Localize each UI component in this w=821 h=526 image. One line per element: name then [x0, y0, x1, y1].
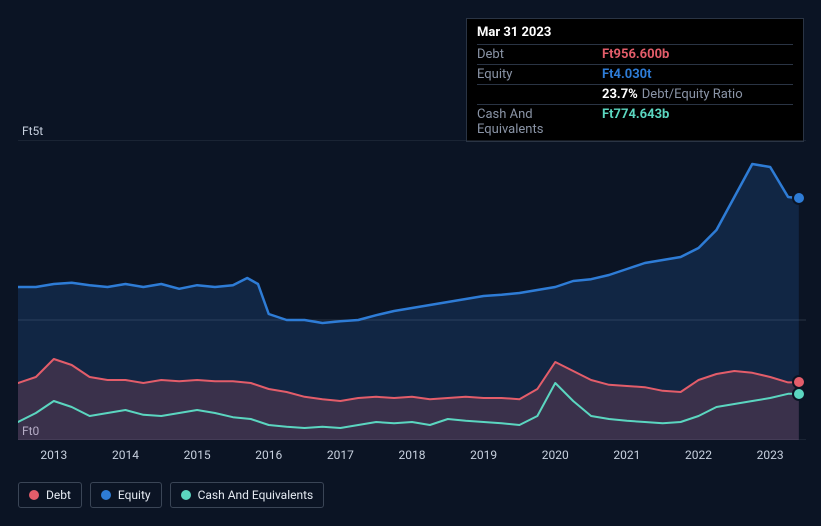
legend-dot-icon [29, 490, 39, 500]
x-axis-label: 2014 [112, 448, 139, 462]
x-axis-label: 2020 [542, 448, 569, 462]
legend-dot-icon [181, 490, 191, 500]
tooltip-value: Ft956.600b [602, 47, 669, 62]
tooltip-row: Cash And EquivalentsFt774.643b [477, 104, 793, 139]
plot-area[interactable] [18, 140, 806, 440]
legend-label: Cash And Equivalents [198, 488, 314, 502]
tooltip-value: Ft774.643b [602, 107, 669, 137]
y-axis-label: Ft5t [22, 124, 43, 138]
x-axis-label: 2015 [184, 448, 211, 462]
legend-label: Equity [118, 488, 151, 502]
x-axis-label: 2023 [757, 448, 784, 462]
legend-item-debt[interactable]: Debt [18, 482, 82, 508]
tooltip-row: EquityFt4.030t [477, 64, 793, 84]
legend: Debt Equity Cash And Equivalents [18, 482, 324, 508]
x-axis: 2013 2014 2015 2016 2017 2018 2019 2020 2021 2022… [18, 448, 809, 468]
x-axis-label: 2018 [399, 448, 426, 462]
tooltip-label: Equity [477, 67, 602, 82]
x-axis-label: 2021 [613, 448, 640, 462]
x-axis-label: 2013 [40, 448, 67, 462]
tooltip-value: Ft4.030t [602, 67, 652, 82]
tooltip-row: DebtFt956.600b [477, 44, 793, 64]
legend-dot-icon [101, 490, 111, 500]
x-axis-label: 2022 [685, 448, 712, 462]
tooltip-date: Mar 31 2023 [477, 25, 793, 44]
tooltip-label: Debt [477, 47, 602, 62]
legend-label: Debt [46, 488, 71, 502]
tooltip-value: 23.7%Debt/Equity Ratio [602, 87, 743, 102]
chart-tooltip: Mar 31 2023 DebtFt956.600bEquityFt4.030t… [466, 18, 804, 142]
x-axis-label: 2019 [470, 448, 497, 462]
tooltip-row: 23.7%Debt/Equity Ratio [477, 84, 793, 104]
x-axis-label: 2016 [255, 448, 282, 462]
legend-item-cash[interactable]: Cash And Equivalents [170, 482, 325, 508]
legend-item-equity[interactable]: Equity [90, 482, 162, 508]
series-end-marker [792, 191, 806, 205]
series-end-marker [792, 387, 806, 401]
x-axis-label: 2017 [327, 448, 354, 462]
tooltip-label [477, 87, 602, 102]
tooltip-label: Cash And Equivalents [477, 107, 602, 137]
debt-equity-chart: { "chart": { "type": "area", "background… [0, 0, 821, 526]
